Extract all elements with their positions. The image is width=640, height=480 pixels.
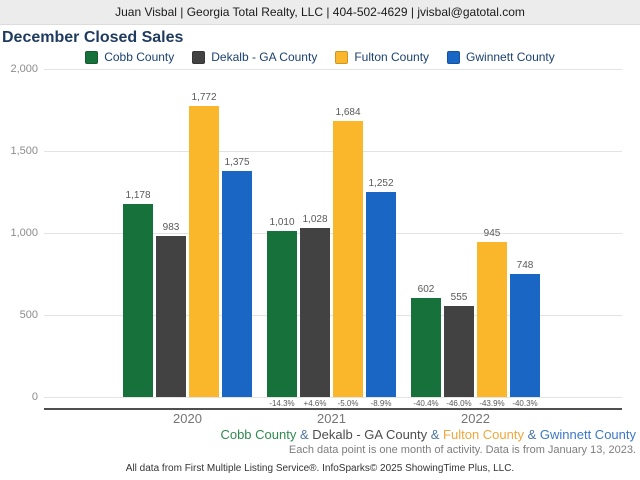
legend-item-fulton-county: Fulton County	[335, 50, 429, 64]
legend-swatch-cobb-county	[85, 50, 99, 64]
bar-gwinnett-county-2021	[366, 192, 396, 397]
bar-value-dekalb-ga-county-2020: 983	[162, 222, 180, 233]
bar-fulton-county-2020	[189, 106, 219, 397]
legend-item-gwinnett-county: Gwinnett County	[447, 50, 555, 64]
bar-cobb-county-2021	[267, 231, 297, 397]
header-contact-bar: Juan Visbal | Georgia Total Realty, LLC …	[0, 0, 640, 25]
footer-series-name-fulton-county: Fulton County	[443, 427, 524, 442]
bar-value-fulton-county-2020: 1,772	[191, 92, 217, 103]
bar-dekalb-ga-county-2021	[300, 228, 330, 397]
pct-change-cobb-county-2022: -40.4%	[413, 399, 439, 408]
bar-value-gwinnett-county-2020: 1,375	[224, 157, 250, 168]
bar-fulton-county-2022	[477, 242, 507, 397]
y-axis-label-1000: 1,000	[10, 227, 38, 239]
pct-change-gwinnett-county-2022: -40.3%	[512, 399, 538, 408]
footer-series-name-gwinnett-county: Gwinnett County	[539, 427, 636, 442]
y-axis-label-1500: 1,500	[10, 145, 38, 157]
y-axis-label-2000: 2,000	[10, 63, 38, 75]
bar-value-dekalb-ga-county-2022: 555	[450, 292, 468, 303]
chart-plot: 0 500 1,000 1,500 2,000 1,178 983 1,772 1,375 202…	[0, 63, 640, 426]
x-axis-line	[44, 408, 622, 410]
footer-series-name-dekalb-ga-county: Dekalb - GA County	[312, 427, 428, 442]
chart-legend: Cobb County Dekalb - GA County Fulton Coun…	[0, 49, 640, 65]
bar-value-cobb-county-2020: 1,178	[125, 190, 151, 201]
bar-cobb-county-2020	[123, 204, 153, 397]
bar-value-dekalb-ga-county-2021: 1,028	[302, 214, 328, 225]
pct-change-fulton-county-2022: -43.9%	[479, 399, 505, 408]
legend-label-cobb-county: Cobb County	[104, 50, 175, 64]
pct-change-cobb-county-2021: -14.3%	[269, 399, 295, 408]
bar-value-gwinnett-county-2021: 1,252	[368, 178, 394, 189]
pct-change-dekalb-ga-county-2021: +4.6%	[303, 399, 327, 408]
bar-cobb-county-2022	[411, 298, 441, 397]
x-axis-label-2022: 2022	[461, 411, 490, 426]
bar-dekalb-ga-county-2022	[444, 306, 474, 397]
legend-label-gwinnett-county: Gwinnett County	[466, 50, 555, 64]
bar-value-cobb-county-2022: 602	[417, 284, 435, 295]
bar-gwinnett-county-2022	[510, 274, 540, 397]
bar-value-gwinnett-county-2022: 748	[516, 260, 534, 271]
legend-item-dekalb-ga-county: Dekalb - GA County	[192, 50, 317, 64]
footer-note: Each data point is one month of activity…	[288, 444, 636, 456]
bar-value-fulton-county-2022: 945	[483, 228, 501, 239]
gridline-2000	[44, 69, 622, 70]
bar-fulton-county-2021	[333, 121, 363, 397]
footer-series-name-cobb-county: Cobb County	[220, 427, 297, 442]
gridline-0	[44, 397, 622, 398]
pct-change-gwinnett-county-2021: -8.9%	[370, 399, 392, 408]
y-axis-label-500: 500	[19, 309, 38, 321]
legend-swatch-dekalb-ga-county	[192, 50, 206, 64]
bar-dekalb-ga-county-2020	[156, 236, 186, 397]
legend-item-cobb-county: Cobb County	[85, 50, 174, 64]
x-axis-label-2021: 2021	[317, 411, 346, 426]
bar-value-cobb-county-2021: 1,010	[269, 217, 295, 228]
pct-change-dekalb-ga-county-2022: -46.0%	[446, 399, 472, 408]
legend-label-fulton-county: Fulton County	[354, 50, 430, 64]
footer-attribution: All data from First Multiple Listing Ser…	[125, 463, 515, 474]
bar-value-fulton-county-2021: 1,684	[335, 107, 361, 118]
footer-series-line: Cobb County & Dekalb - GA County & Fulto…	[0, 427, 640, 442]
footer-separator: &	[296, 427, 313, 442]
legend-swatch-gwinnett-county	[447, 50, 461, 64]
footer-separator: &	[427, 427, 444, 442]
legend-label-dekalb-ga-county: Dekalb - GA County	[211, 50, 318, 64]
footer-separator: &	[523, 427, 540, 442]
legend-swatch-fulton-county	[335, 50, 349, 64]
contact-info: Juan Visbal | Georgia Total Realty, LLC …	[115, 5, 525, 19]
y-axis-label-0: 0	[31, 391, 38, 403]
page-title: December Closed Sales	[2, 29, 184, 46]
x-axis-label-2020: 2020	[173, 411, 202, 426]
bar-gwinnett-county-2020	[222, 171, 252, 397]
pct-change-fulton-county-2021: -5.0%	[337, 399, 359, 408]
